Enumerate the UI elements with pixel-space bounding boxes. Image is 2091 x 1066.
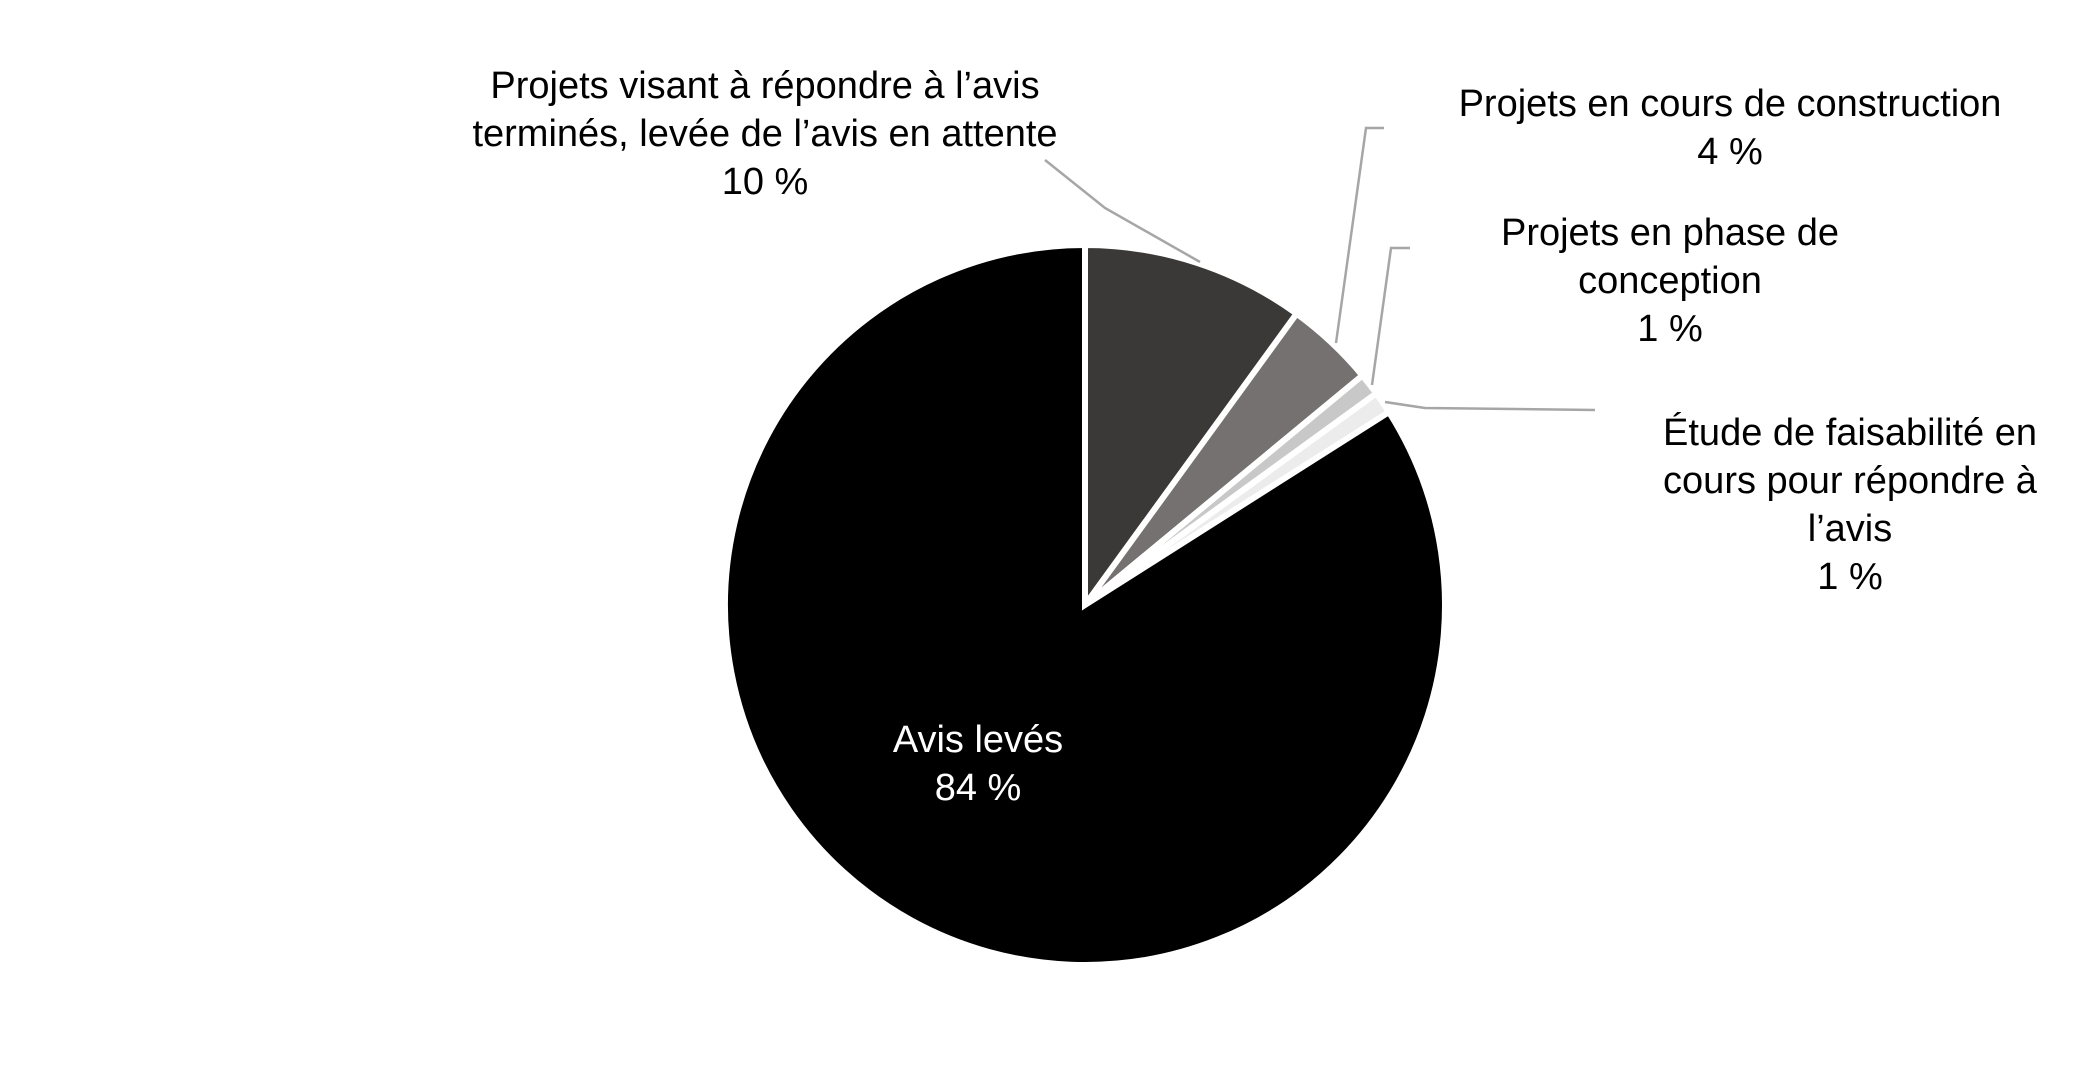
leader-line-2 (1334, 126, 1384, 344)
labels-layer: Projets visant à répondre à l’avis termin… (472, 65, 2037, 809)
slice-value-label-4: 1 % (1817, 556, 1882, 598)
slice-value-label-3: 1 % (1637, 308, 1702, 350)
slice-category-label-1-line-1: Projets visant à répondre à l’avis (490, 65, 1039, 107)
leader-line-3 (1370, 246, 1410, 386)
slice-category-label-5-line-1: Avis levés (893, 719, 1063, 761)
leader-line-4 (1384, 400, 1596, 412)
slice-label-4: Étude de faisabilité en cours pour répond… (1663, 411, 2038, 598)
slice-value-label-2: 4 % (1697, 131, 1762, 173)
slice-category-label-4-line-3: l’avis (1808, 508, 1892, 550)
slice-category-label-4-line-1: Étude de faisabilité en (1663, 411, 2037, 454)
slice-category-label-1-line-2: terminés, levée de l’avis en attente (472, 113, 1057, 155)
slice-label-3: Projets en phase de conception 1 % (1501, 212, 1839, 350)
leader-lines-layer (1044, 126, 1596, 412)
leader-line-1 (1044, 159, 1201, 264)
slice-label-5: Avis levés 84 % (893, 719, 1063, 809)
pie-slice-1 (1082, 241, 1301, 615)
slice-label-1: Projets visant à répondre à l’avis termin… (472, 65, 1057, 203)
pie-slice-5 (722, 241, 1449, 968)
slice-value-label-5: 84 % (935, 767, 1022, 809)
slice-category-label-4-line-2: cours pour répondre à (1663, 460, 2038, 502)
slice-label-2: Projets en cours de construction 4 % (1459, 83, 2002, 173)
slice-category-label-3-line-2: conception (1578, 260, 1762, 302)
slice-category-label-2-line-1: Projets en cours de construction (1459, 83, 2002, 125)
slice-category-label-3-line-1: Projets en phase de (1501, 212, 1839, 254)
slice-value-label-1: 10 % (722, 161, 809, 203)
slices-layer (722, 241, 1449, 968)
